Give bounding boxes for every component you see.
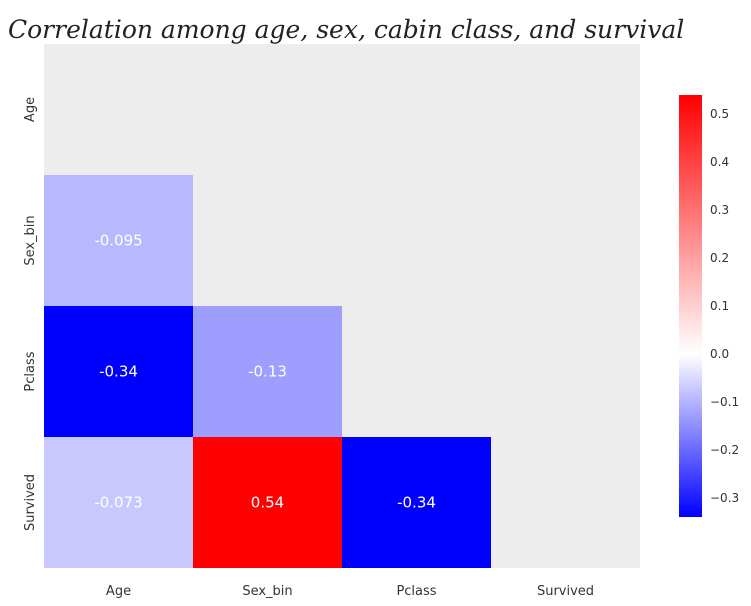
heatmap-cell-Survived-Pclass [342, 437, 491, 568]
y-axis-tick-labels: Age Sex_bin Pclass Survived [23, 97, 38, 531]
colorbar-tick-label: −0.3 [710, 491, 739, 505]
colorbar-tick-labels: 0.5 0.4 0.3 0.2 0.1 0.0 −0.1 −0.2 −0.3 [710, 107, 739, 505]
heatmap-cell-label-Survived-Sex_bin: 0.54 [251, 494, 284, 512]
plot-area: -0.095 -0.34 -0.13 -0.073 0.54 -0.34 [44, 44, 640, 568]
y-tick-label-Survived: Survived [23, 474, 38, 531]
heatmap-cell-Sex_bin-Age [44, 175, 193, 306]
x-tick-label-Age: Age [106, 584, 131, 599]
y-tick-label-Age: Age [23, 97, 38, 122]
colorbar-tick-label: 0.5 [710, 107, 729, 121]
heatmap-cell-labels: -0.095 -0.34 -0.13 -0.073 0.54 -0.34 [94, 232, 436, 512]
colorbar-tick-label: −0.2 [710, 443, 739, 457]
heatmap-cell-Survived-Sex_bin [193, 437, 342, 568]
heatmap-cell-label-Sex_bin-Age: -0.095 [94, 232, 142, 250]
chart-title: Correlation among age, sex, cabin class,… [8, 15, 684, 44]
colorbar-tick-label: 0.4 [710, 155, 729, 169]
x-tick-label-Sex_bin: Sex_bin [242, 584, 292, 599]
colorbar-tick-label: 0.1 [710, 299, 729, 313]
x-tick-label-Pclass: Pclass [396, 584, 436, 599]
colorbar-tick-label: −0.1 [710, 395, 739, 409]
x-axis-tick-labels: Age Sex_bin Pclass Survived [106, 584, 594, 599]
colorbar-tick-label: 0.3 [710, 203, 729, 217]
heatmap-cells [44, 175, 491, 568]
colorbar: 0.5 0.4 0.3 0.2 0.1 0.0 −0.1 −0.2 −0.3 [679, 95, 739, 517]
colorbar-tick-label: 0.0 [710, 347, 729, 361]
colorbar-gradient [679, 95, 702, 517]
heatmap-cell-Pclass-Age [44, 306, 193, 437]
y-tick-label-Sex_bin: Sex_bin [23, 215, 38, 265]
heatmap-cell-label-Pclass-Age: -0.34 [99, 363, 138, 381]
heatmap-cell-label-Pclass-Sex_bin: -0.13 [248, 363, 287, 381]
heatmap-cell-label-Survived-Age: -0.073 [94, 494, 142, 512]
colorbar-tick-label: 0.2 [710, 251, 729, 265]
x-tick-label-Survived: Survived [537, 584, 594, 599]
heatmap-cell-label-Survived-Pclass: -0.34 [397, 494, 436, 512]
y-tick-label-Pclass: Pclass [23, 351, 38, 391]
heatmap-cell-Pclass-Sex_bin [193, 306, 342, 437]
heatmap-cell-Survived-Age [44, 437, 193, 568]
